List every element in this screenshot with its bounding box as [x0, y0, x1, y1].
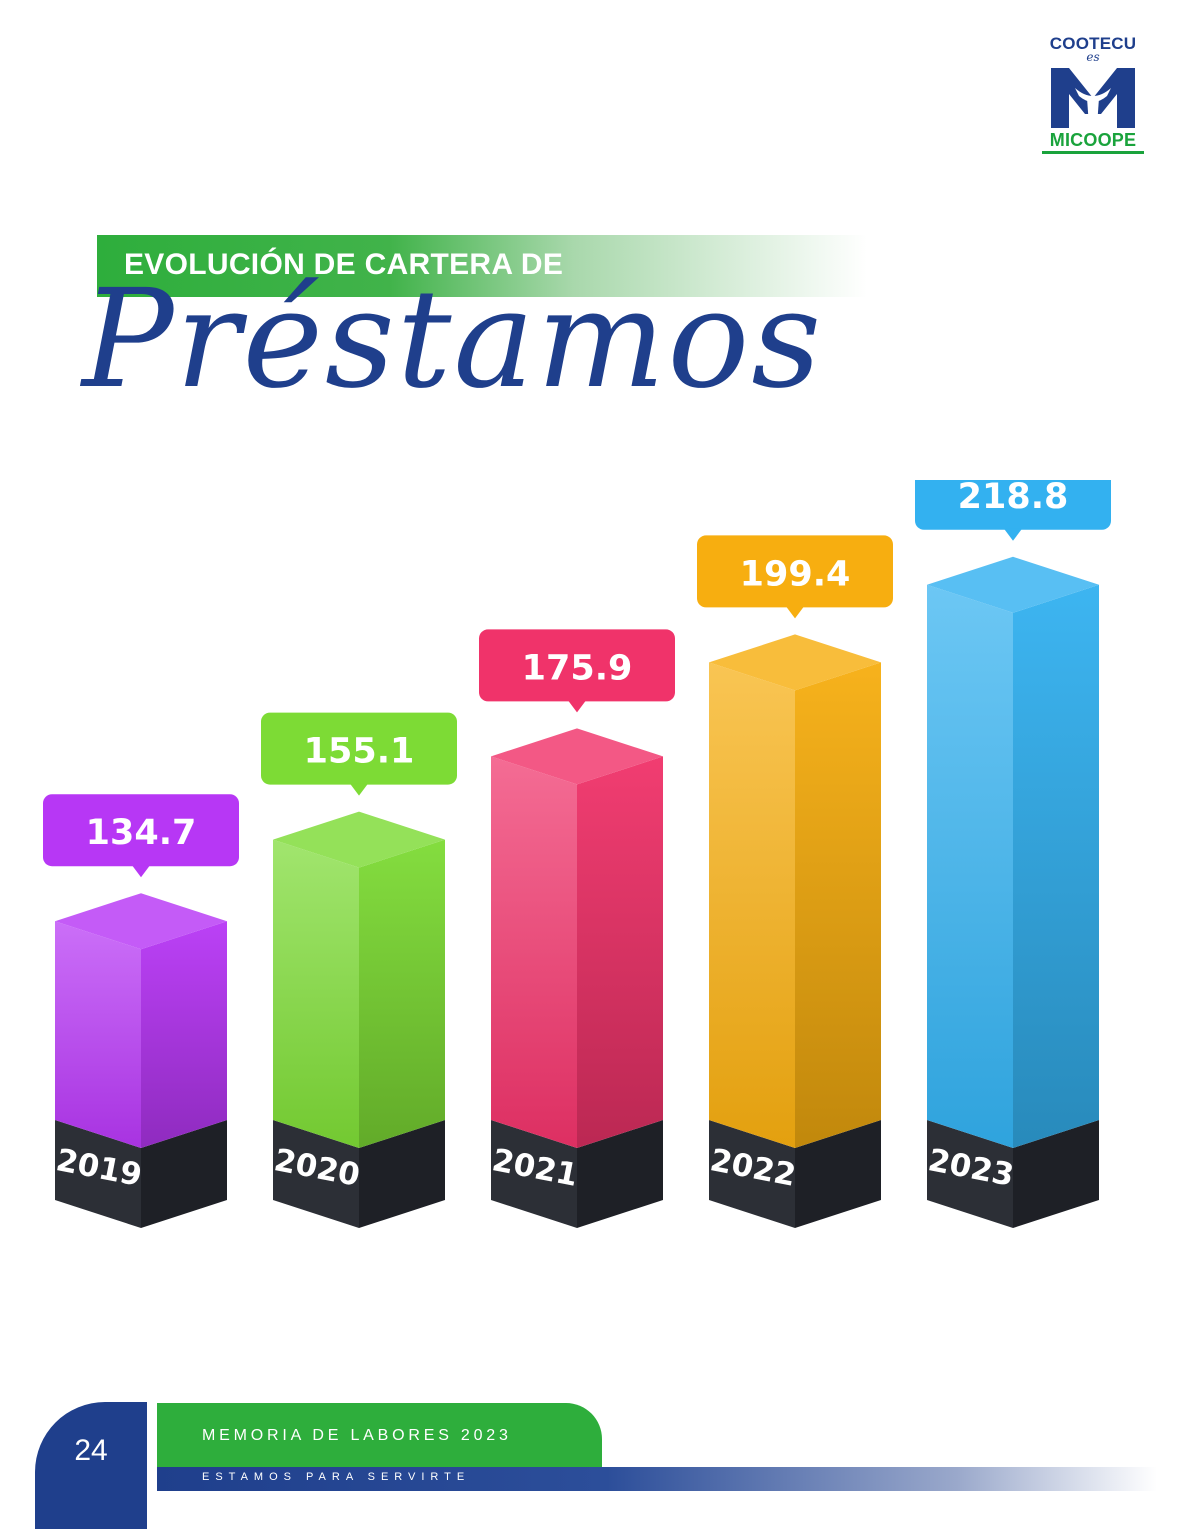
logo-m-icon [1051, 68, 1135, 128]
bar-base-left-2019 [55, 1120, 141, 1228]
logo-middle-text: es [1086, 50, 1100, 64]
title-band [97, 235, 867, 297]
bar-base-right-2023 [1013, 1120, 1099, 1228]
bar-face-right-2021 [577, 756, 663, 1148]
bar-base-left-2023 [927, 1120, 1013, 1228]
bar-face-left-2019 [55, 921, 141, 1148]
bar-base-right-2021 [577, 1120, 663, 1228]
callout-2022 [697, 535, 893, 608]
callout-2023 [915, 480, 1111, 530]
bar-top-2023 [927, 556, 1099, 613]
page-title-script: Préstamos [82, 261, 824, 419]
page-number: 24 [74, 1434, 108, 1467]
callout-pointer-2019 [132, 865, 150, 878]
bar-face-left-2021 [491, 756, 577, 1148]
value-label-2020: 155.1 [304, 732, 415, 772]
value-label-2019: 134.7 [86, 813, 197, 853]
loan-portfolio-chart: 2019134.72020155.12021175.92022199.42023… [43, 480, 1111, 1228]
callout-2021 [479, 629, 675, 702]
footer-subtitle: ESTAMOS PARA SERVIRTE [202, 1471, 471, 1483]
bar-base-right-2022 [795, 1120, 881, 1228]
value-label-2022: 199.4 [740, 554, 851, 594]
value-label-2023: 218.8 [958, 480, 1069, 517]
footer-page-tab [35, 1402, 147, 1529]
footer-title-band [157, 1403, 602, 1467]
bar-top-2021 [491, 728, 663, 785]
bar-face-right-2022 [795, 662, 881, 1148]
bar-face-left-2023 [927, 584, 1013, 1148]
callout-pointer-2021 [568, 700, 586, 713]
bar-base-left-2020 [273, 1120, 359, 1228]
callout-2019 [43, 794, 239, 867]
callout-2020 [261, 712, 457, 785]
bar-face-right-2020 [359, 839, 445, 1148]
bar-face-left-2020 [273, 839, 359, 1148]
logo-bottom-text: MICOOPE [1049, 130, 1137, 150]
callout-pointer-2023 [1004, 528, 1022, 541]
bar-base-right-2019 [141, 1120, 227, 1228]
bar-base-left-2022 [709, 1120, 795, 1228]
bar-face-left-2022 [709, 662, 795, 1148]
bar-top-2019 [55, 893, 227, 950]
bar-top-2022 [709, 634, 881, 691]
cootecu-micoope-logo: COOTECU es MICOOPE [1030, 34, 1156, 154]
bar-base-left-2021 [491, 1120, 577, 1228]
footer-title: MEMORIA DE LABORES 2023 [202, 1427, 512, 1444]
page-title: EVOLUCIÓN DE CARTERA DE [124, 248, 564, 281]
logo-top-text: COOTECU [1049, 34, 1137, 53]
callout-pointer-2020 [350, 783, 368, 796]
bar-face-right-2023 [1013, 584, 1099, 1148]
value-label-2021: 175.9 [522, 648, 633, 688]
footer-subtitle-band [157, 1467, 1157, 1491]
bar-base-right-2020 [359, 1120, 445, 1228]
bar-top-2020 [273, 811, 445, 868]
logo-underline [1042, 151, 1144, 154]
callout-pointer-2022 [786, 606, 804, 619]
bar-face-right-2019 [141, 921, 227, 1148]
